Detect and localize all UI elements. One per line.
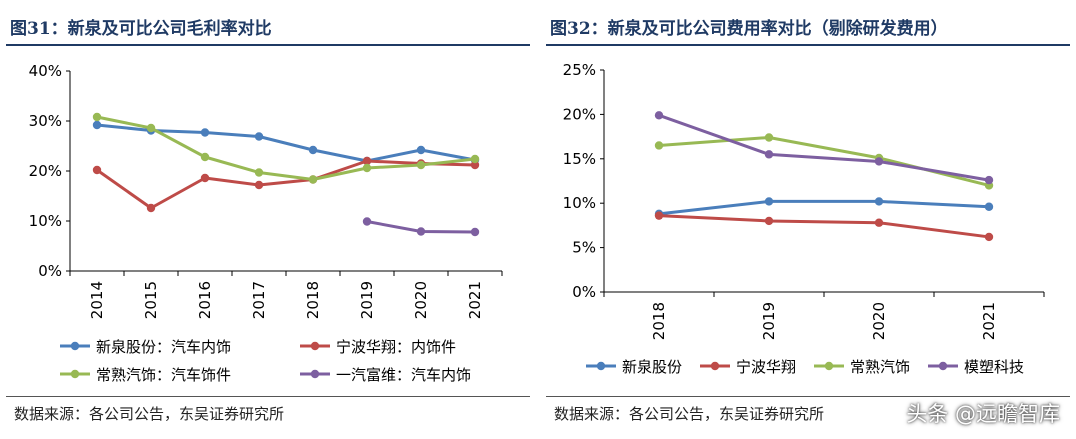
data-point [764,197,774,206]
data-point [764,133,774,142]
y-tick-label: 0% [38,262,62,280]
legend-marker [70,341,80,351]
chart-panel-gross-margin: 图31：新泉及可比公司毛利率对比 0% 10% 20% 30% 40% 2014 2015 2… [0,0,536,439]
legend-marker [938,361,948,371]
legend-label: 模塑科技 [964,358,1024,376]
data-point [470,154,480,164]
legend-marker [710,361,720,371]
legend-label: 常熟汽饰：汽车饰件 [96,366,231,384]
x-tick-label: 2014 [88,281,106,319]
data-point [200,128,210,137]
data-point [254,180,264,190]
y-tick-label: 20% [563,105,596,123]
legend-marker [70,369,80,379]
legend-label: 宁波华翔：内饰件 [336,338,456,356]
x-tick-label: 2020 [412,281,430,319]
legend-label: 一汽富维：汽车内饰 [336,366,471,384]
x-tick-label: 2020 [870,302,888,340]
data-source-note: 数据来源：各公司公告，东吴证券研究所 [14,405,285,423]
x-tick-label: 2015 [142,281,160,319]
x-tick-label: 2018 [304,281,322,319]
data-point [362,217,372,226]
legend-marker [596,361,606,371]
x-tick-label: 2021 [980,302,998,340]
data-point [254,132,264,141]
data-point [362,156,372,166]
title-rule [6,44,530,46]
series-line-2 [96,159,476,210]
source-rule [546,396,1070,397]
x-tick-label: 2021 [466,281,484,319]
watermark: 头条 @远瞻智库 [906,402,1060,426]
data-point [764,150,774,159]
chart-panel-expense-ratio: 图32：新泉及可比公司费用率对比（剔除研发费用） 0% 5% 10% 15% 20% 25… [540,0,1076,439]
data-point [470,227,480,237]
gross-margin-chart: 0% 10% 20% 30% 40% 2014 2015 2016 2017 2018 2019 20… [29,62,503,384]
x-tick-label: 2018 [650,302,668,340]
data-point [874,157,884,166]
x-tick-label: 2017 [250,281,268,319]
legend-label: 宁波华翔 [736,358,796,376]
title-rule [546,44,1070,46]
data-point [764,216,774,226]
y-tick-label: 0% [572,283,596,301]
legend-marker [824,361,834,371]
series-line-3 [658,135,990,187]
chart-title: 图32：新泉及可比公司费用率对比（剔除研发费用） [550,19,948,39]
series-line-3 [96,115,476,181]
y-tick-label: 10% [563,194,596,212]
series-line-1 [96,123,476,163]
data-point [416,160,426,170]
data-point [416,145,426,155]
series-line-1 [658,199,990,216]
data-point [200,152,210,162]
data-point [470,160,480,170]
data-point [874,218,884,227]
data-point [200,173,210,183]
y-tick-label: 10% [29,212,62,230]
data-point [308,175,318,184]
y-tick-label: 5% [572,239,596,257]
expense-ratio-chart: 0% 5% 10% 15% 20% 25% 2018 2019 2020 2021 新泉股份 宁波华翔… [563,61,1045,376]
data-point [654,111,664,120]
y-tick-label: 40% [29,62,62,80]
data-point [146,123,156,133]
legend-marker [310,341,320,351]
y-tick-label: 25% [563,61,596,79]
data-point [984,175,994,185]
y-tick-label: 15% [563,150,596,168]
chart-title: 图31：新泉及可比公司毛利率对比 [10,19,272,39]
legend-marker [310,369,320,379]
data-point [874,197,884,206]
data-point [92,165,102,175]
y-tick-label: 30% [29,112,62,130]
legend-label: 新泉股份：汽车内饰 [96,338,231,356]
legend-label: 常熟汽饰 [850,358,910,376]
data-point [92,120,102,130]
data-point [654,211,664,220]
data-point [984,232,994,242]
legend-label: 新泉股份 [622,358,682,376]
y-tick-label: 20% [29,162,62,180]
x-tick-label: 2019 [358,281,376,319]
series-line-2 [658,214,990,239]
data-point [654,141,664,150]
x-tick-label: 2016 [196,281,214,319]
data-source-note: 数据来源：各公司公告，东吴证券研究所 [554,405,825,423]
x-tick-label: 2019 [760,302,778,340]
data-point [416,227,426,236]
source-rule [6,396,530,397]
data-point [92,112,102,122]
data-point [308,145,318,155]
data-point [362,163,372,173]
series-line-4 [658,113,990,182]
data-point [254,168,264,177]
data-point [146,203,156,213]
data-point [984,202,994,211]
